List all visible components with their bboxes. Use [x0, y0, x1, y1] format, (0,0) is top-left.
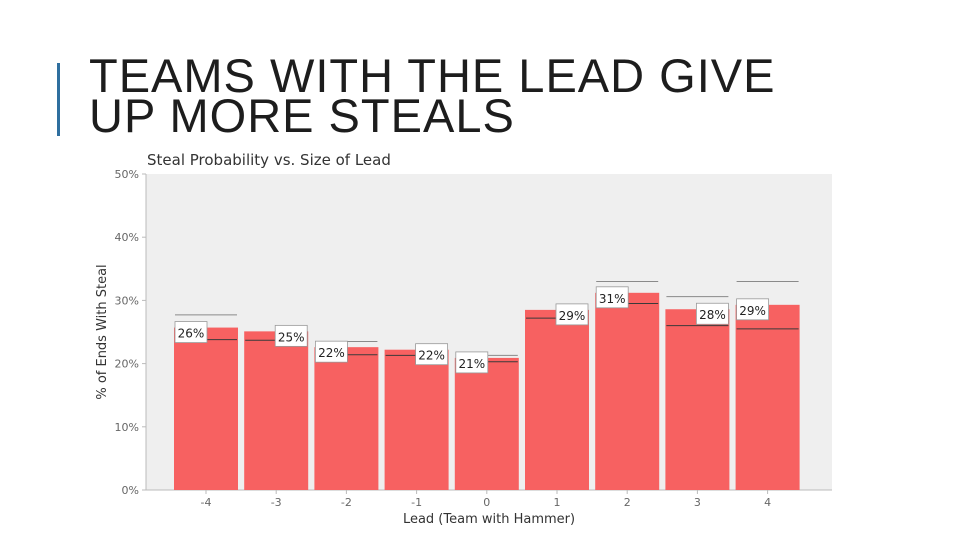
x-tick-label: -2 [341, 496, 352, 509]
x-tick-label: 4 [764, 496, 771, 509]
bar-lead-3 [665, 309, 730, 490]
x-tick-label: 2 [624, 496, 631, 509]
data-label-box [455, 351, 489, 374]
data-label: 21% [458, 357, 485, 371]
bar-lead-0 [454, 357, 519, 490]
x-tick-label: -4 [201, 496, 212, 509]
bar-lead--3 [244, 331, 309, 490]
x-tick-label: 0 [483, 496, 490, 509]
data-label-box [736, 298, 769, 321]
data-label: 22% [418, 349, 445, 363]
data-label-box [314, 340, 348, 363]
data-label: 28% [699, 308, 726, 322]
x-axis-label: Lead (Team with Hammer) [403, 512, 575, 527]
bar-lead--2 [314, 347, 379, 490]
data-label-box [415, 343, 449, 366]
data-label-box [555, 303, 589, 326]
data-label-box [174, 321, 208, 343]
slide-title-line-2: UP MORE STEALS [89, 89, 515, 142]
y-axis-label: % of Ends With Steal [95, 264, 110, 399]
data-label-box [274, 324, 308, 347]
y-tick-label: 50% [115, 168, 139, 181]
chart-title: Steal Probability vs. Size of Lead [147, 151, 391, 169]
slide-title-line-1: TEAMS WITH THE LEAD GIVE [89, 49, 776, 102]
bar-lead-1 [525, 309, 589, 490]
x-tick-label: -3 [271, 496, 282, 509]
x-tick-label: 1 [554, 496, 561, 509]
bar-lead-2 [595, 292, 660, 490]
slide-title: TEAMS WITH THE LEAD GIVE UP MORE STEALS [89, 49, 776, 142]
data-label-box [696, 302, 729, 325]
data-label: 29% [559, 309, 586, 323]
data-label: 22% [318, 346, 345, 360]
x-tick-label: -1 [411, 496, 422, 509]
y-tick-label: 30% [115, 294, 139, 307]
data-label: 31% [599, 292, 626, 306]
bar-lead--4 [174, 327, 238, 490]
bar-lead--1 [384, 349, 449, 490]
data-label: 29% [739, 304, 766, 318]
data-label: 25% [278, 330, 305, 344]
data-label: 26% [178, 327, 205, 341]
title-accent-bar [57, 63, 60, 136]
y-tick-label: 40% [115, 231, 139, 244]
bar-lead-4 [735, 304, 800, 490]
y-tick-label: 0% [122, 484, 139, 497]
data-label-box [595, 286, 629, 309]
x-tick-label: 3 [694, 496, 701, 509]
y-tick-label: 10% [115, 421, 139, 434]
y-tick-label: 20% [115, 358, 139, 371]
